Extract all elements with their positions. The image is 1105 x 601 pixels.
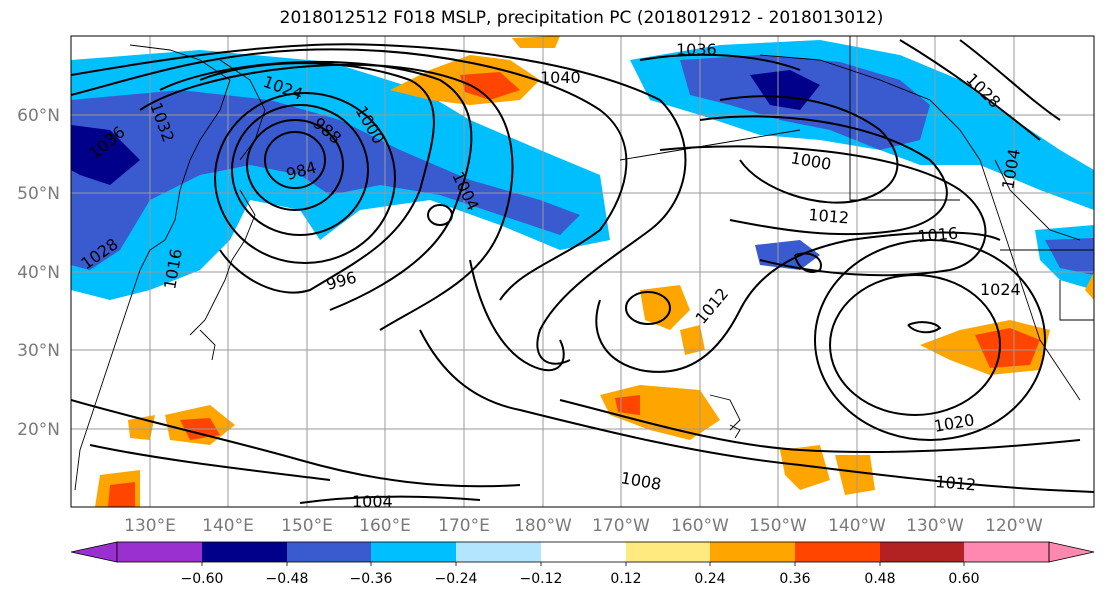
colorbar-label: −0.36 — [350, 571, 393, 587]
lon-label: 180°W — [514, 516, 572, 536]
lon-label: 130°E — [124, 516, 176, 536]
colorbar-label: −0.24 — [435, 571, 478, 587]
colorbar-label: −0.48 — [266, 571, 309, 587]
colorbar-label: 0.12 — [610, 571, 641, 587]
colorbar-left-extend — [70, 541, 118, 563]
colorbar-segment — [456, 542, 541, 562]
lat-label: 50°N — [17, 184, 60, 204]
lon-label: 170°W — [592, 516, 650, 536]
colorbar: −0.60 −0.48 −0.36 −0.24 −0.12 0.12 0.24 … — [70, 541, 1095, 587]
lat-label: 40°N — [17, 263, 60, 283]
colorbar-segment — [795, 542, 880, 562]
colorbar-label: −0.60 — [181, 571, 224, 587]
colorbar-frame — [116, 541, 1050, 563]
lon-label: 160°W — [671, 516, 729, 536]
colorbar-segment — [371, 542, 456, 562]
colorbar-segment — [541, 542, 626, 562]
isobar-label: 1040 — [540, 68, 581, 87]
mslp-isobars — [71, 39, 1094, 504]
lon-label: 120°W — [985, 516, 1043, 536]
latitude-labels: 60°N 50°N 40°N 30°N 20°N — [17, 106, 60, 440]
lon-label: 140°W — [828, 516, 886, 536]
colorbar-label: −0.12 — [520, 571, 563, 587]
coastlines — [74, 36, 1094, 491]
lat-label: 30°N — [17, 341, 60, 361]
colorbar-segment — [202, 542, 287, 562]
colorbar-segment — [880, 542, 964, 562]
lon-label: 160°E — [359, 516, 411, 536]
colorbar-label: 0.48 — [864, 571, 895, 587]
colorbar-right-extend — [1048, 541, 1095, 563]
colorbar-segment — [117, 542, 202, 562]
lon-label: 130°W — [906, 516, 964, 536]
map-frame — [70, 35, 1095, 508]
isobar-label: 1012 — [808, 205, 850, 227]
lon-label: 150°E — [281, 516, 333, 536]
lon-label: 150°W — [749, 516, 807, 536]
colorbar-label: 0.60 — [948, 571, 979, 587]
colorbar-segment — [710, 542, 795, 562]
colorbar-segment — [626, 542, 710, 562]
isobar-label: 1024 — [980, 280, 1021, 299]
longitude-labels: 130°E 140°E 150°E 160°E 170°E 180°W 170°… — [124, 516, 1043, 536]
isobar-label: 1004 — [352, 492, 393, 511]
lon-label: 140°E — [202, 516, 254, 536]
isobar-label: 1016 — [917, 224, 959, 246]
colorbar-segment — [287, 542, 371, 562]
colorbar-label: 0.24 — [694, 571, 725, 587]
lon-label: 170°E — [438, 516, 490, 536]
colorbar-segment — [964, 542, 1049, 562]
precip-positive-shading — [95, 36, 1094, 507]
isobar-label: 1012 — [935, 472, 977, 494]
map-title: 2018012512 F018 MSLP, precipitation PC (… — [279, 8, 884, 28]
isobar-label: 1036 — [676, 40, 717, 59]
lat-label: 20°N — [17, 420, 60, 440]
lat-label: 60°N — [17, 106, 60, 126]
colorbar-label: 0.36 — [779, 571, 810, 587]
